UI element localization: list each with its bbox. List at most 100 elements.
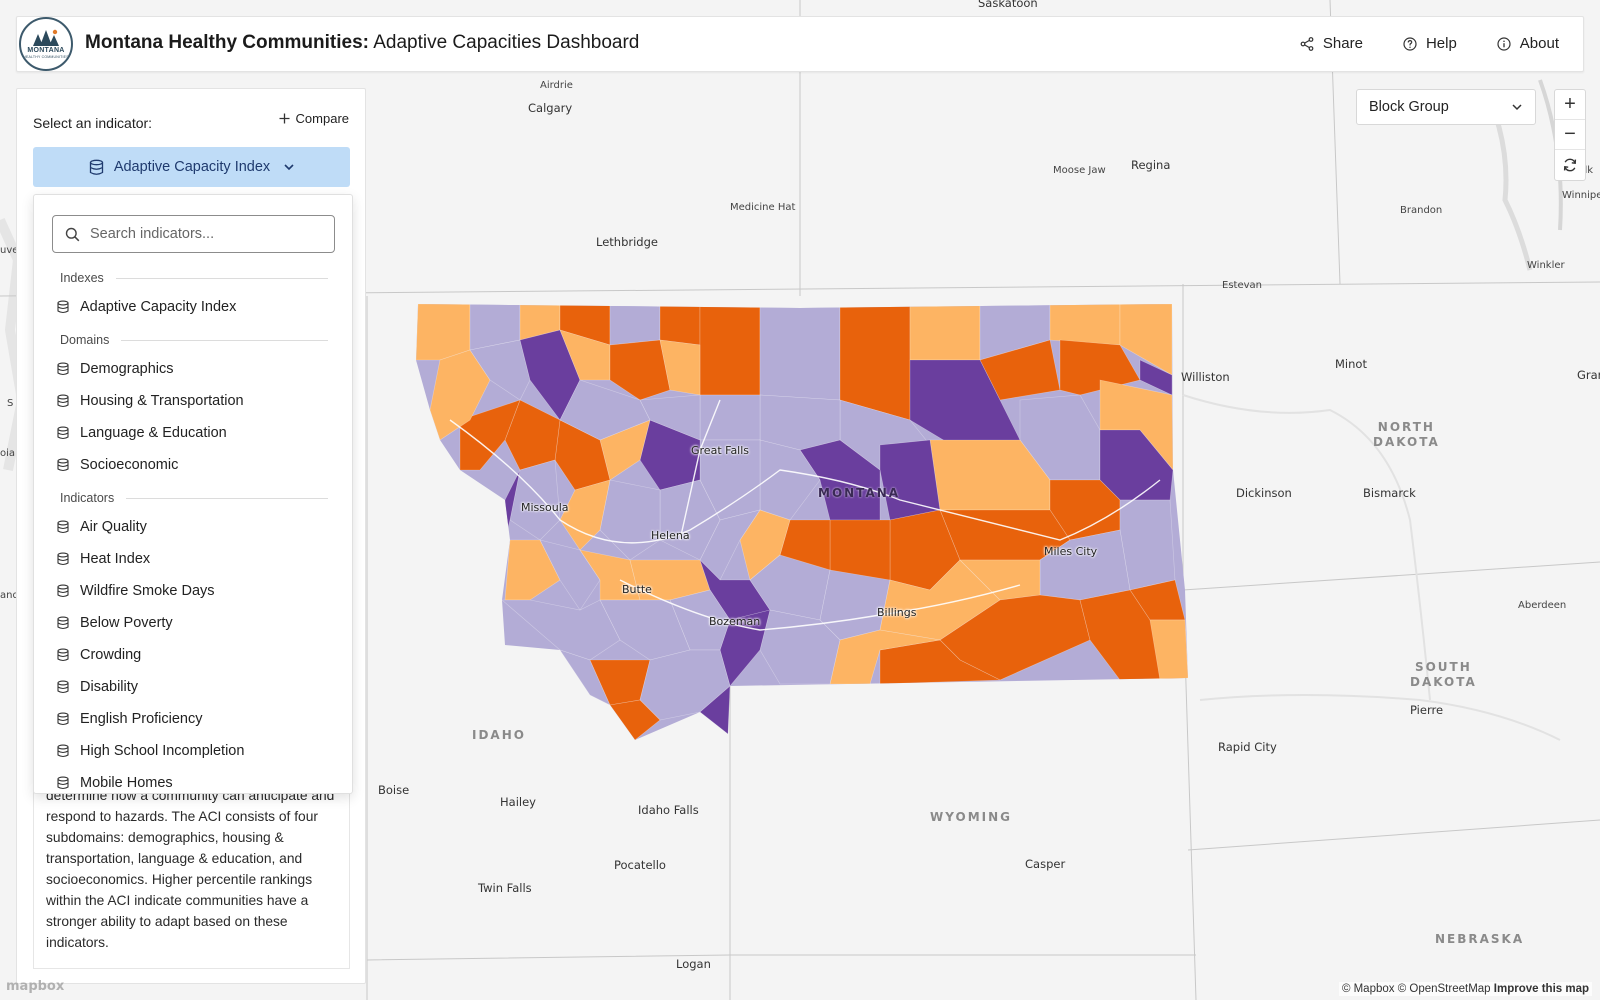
select-indicator-label: Select an indicator: [33, 115, 153, 131]
block-group-region[interactable] [501, 599, 621, 661]
block-group-region[interactable] [659, 304, 701, 346]
group-header: Indicators [34, 485, 352, 511]
database-icon [57, 300, 69, 314]
block-group-region[interactable] [599, 479, 661, 561]
indicator-option[interactable]: Below Poverty [34, 607, 352, 639]
database-icon [57, 712, 69, 726]
compare-button[interactable]: Compare [279, 111, 349, 126]
indicator-option-label: Demographics [80, 361, 174, 377]
database-icon [57, 362, 69, 376]
zoom-out-button[interactable]: − [1555, 120, 1585, 150]
share-label: Share [1322, 35, 1363, 52]
indicator-option[interactable]: Socioeconomic [34, 449, 352, 481]
block-group-region[interactable] [559, 479, 611, 551]
reset-view-button[interactable] [1555, 150, 1585, 180]
info-icon [1497, 36, 1511, 51]
improve-map-link[interactable]: Improve this map [1493, 983, 1589, 995]
block-group-region[interactable] [559, 379, 651, 441]
group-label: Indicators [60, 491, 115, 505]
indicator-option[interactable]: Housing & Transportation [34, 385, 352, 417]
block-group-region[interactable] [839, 304, 911, 421]
zoom-in-button[interactable]: + [1555, 90, 1585, 120]
block-group-region[interactable] [1149, 619, 1188, 681]
block-group-region[interactable] [459, 399, 521, 471]
city-label: Bozeman [709, 615, 761, 628]
block-group-region[interactable] [416, 304, 471, 361]
indicator-option[interactable]: Heat Index [34, 543, 352, 575]
chevron-down-icon [1512, 104, 1522, 111]
block-group-region[interactable] [504, 539, 561, 601]
search-input[interactable] [90, 226, 310, 242]
place-label: Bismarck [1363, 486, 1416, 500]
block-group-region[interactable] [469, 339, 531, 401]
refresh-icon [1563, 158, 1577, 172]
place-label: Gran [1577, 368, 1600, 382]
block-group-region[interactable] [759, 394, 841, 451]
indicator-option-label: Disability [80, 679, 139, 695]
indicator-option[interactable]: English Proficiency [34, 703, 352, 735]
indicator-option[interactable]: Wildfire Smoke Days [34, 575, 352, 607]
block-group-region[interactable] [699, 685, 731, 735]
indicator-option-label: English Proficiency [80, 711, 203, 727]
indicator-option[interactable]: Disability [34, 671, 352, 703]
indicator-option[interactable]: Language & Education [34, 417, 352, 449]
block-group-region[interactable] [609, 304, 661, 346]
place-label: Pierre [1410, 703, 1444, 717]
zoom-controls: + − [1554, 89, 1586, 181]
place-label: Medicine Hat [730, 202, 796, 213]
indicator-option[interactable]: Adaptive Capacity Index [34, 291, 352, 323]
database-icon [57, 552, 69, 566]
region-label: NORTH DAKOTA [1373, 420, 1440, 449]
indicator-option[interactable]: Crowding [34, 639, 352, 671]
block-group-region[interactable] [609, 699, 661, 740]
help-label: Help [1425, 35, 1457, 52]
block-group-region[interactable] [639, 394, 701, 441]
place-label: Calgary [528, 101, 573, 115]
logo-subtext: HEALTHY COMMUNITIES [23, 55, 69, 59]
block-group-region[interactable] [759, 304, 841, 401]
region-label: SOUTH DAKOTA [1410, 660, 1477, 689]
database-icon [57, 426, 69, 440]
indicator-option[interactable]: Mobile Homes [34, 767, 352, 793]
block-group-region[interactable] [1179, 677, 1188, 691]
logo-text: MONTANA [27, 47, 65, 54]
share-button[interactable]: Share [1300, 35, 1363, 52]
search-box [52, 215, 335, 253]
block-group-region[interactable] [609, 339, 671, 401]
database-icon [57, 776, 69, 790]
place-label: Winkler [1527, 260, 1565, 271]
place-label: Aberdeen [1518, 600, 1567, 611]
indicator-option[interactable]: Demographics [34, 353, 352, 385]
about-button[interactable]: About [1497, 35, 1559, 52]
group-label: Indexes [60, 271, 104, 285]
place-label: uve [0, 245, 19, 256]
block-group-region[interactable] [699, 304, 761, 396]
block-group-region[interactable] [1119, 499, 1176, 591]
header-actions: Share Help About [1300, 35, 1559, 52]
database-icon [57, 680, 69, 694]
state-label: MONTANA [818, 486, 901, 500]
indicator-option-label: Adaptive Capacity Index [80, 299, 237, 315]
block-group-region[interactable] [1049, 304, 1121, 346]
help-button[interactable]: Help [1403, 35, 1457, 52]
plus-icon [279, 113, 290, 124]
database-icon [57, 616, 69, 630]
help-icon [1403, 36, 1417, 51]
indicator-select-button[interactable]: Adaptive Capacity Index [33, 147, 350, 187]
place-label: Pocatello [614, 858, 666, 872]
indicator-option[interactable]: High School Incompletion [34, 735, 352, 767]
city-label: Helena [651, 529, 690, 542]
block-group-region[interactable] [819, 569, 891, 641]
city-label: Great Falls [691, 444, 750, 457]
block-group-region[interactable] [669, 589, 731, 651]
place-label: Dickinson [1236, 486, 1292, 500]
indicator-option[interactable]: Air Quality [34, 511, 352, 543]
geography-level-select[interactable]: Block Group [1356, 89, 1536, 125]
indicator-option-label: Heat Index [80, 551, 151, 567]
page-title: Montana Healthy Communities: Adaptive Ca… [85, 32, 639, 54]
block-group-region[interactable] [699, 394, 761, 441]
indicator-description: determine how a community can anticipate… [33, 779, 350, 969]
block-group-region[interactable] [909, 304, 981, 361]
attribution-text[interactable]: © Mapbox © OpenStreetMap [1341, 983, 1491, 995]
